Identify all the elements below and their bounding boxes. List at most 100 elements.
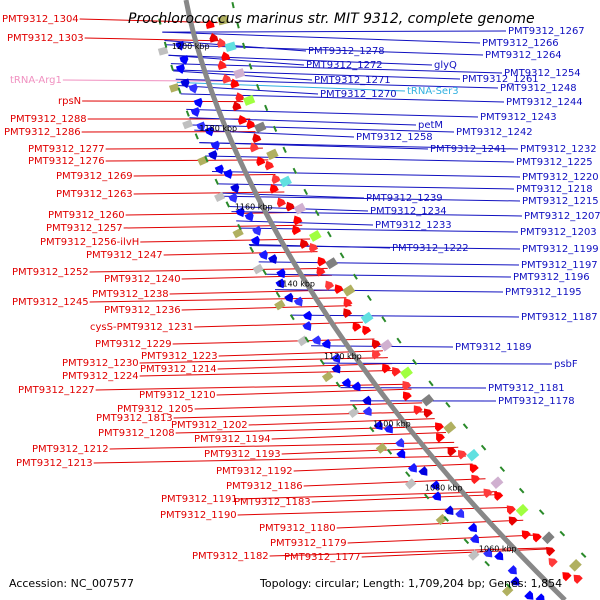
reverse-gene-arrow — [252, 133, 262, 144]
reverse-gene-label: PMT9312_1247 — [86, 250, 163, 261]
scale-tick — [204, 155, 209, 163]
leader-line — [269, 547, 550, 557]
reverse-gene-label: PMT9312_1194 — [194, 434, 271, 445]
reverse-gene-arrow — [316, 266, 326, 277]
gene-feature-box — [569, 558, 582, 572]
reverse-gene-arrow — [343, 308, 353, 318]
reverse-gene-arrow — [249, 142, 259, 153]
scale-ticks: 1200 kbp 1180 kbp 1160 kbp 1140 kbp 1120 kbp… — [158, 1, 587, 589]
forward-gene-label: PMT9312_1189 — [455, 342, 532, 353]
forward-gene-label: tRNA-Ser3 — [407, 86, 459, 97]
reverse-gene-arrow — [291, 225, 301, 236]
gene-feature-box — [379, 339, 393, 352]
gene-features — [157, 15, 583, 600]
reverse-gene-label: PMT9312_1813 — [96, 413, 173, 424]
forward-gene-label: PMT9312_1233 — [375, 220, 452, 231]
reverse-gene-arrow — [317, 256, 327, 267]
forward-gene-label: PMT9312_1243 — [480, 112, 557, 123]
forward-gene-arrow — [470, 533, 480, 544]
leader-line — [105, 147, 263, 150]
gene-feature-box — [252, 263, 264, 275]
forward-gene-arrow — [302, 321, 312, 331]
leader-line — [218, 350, 383, 357]
gene-feature-box — [321, 371, 334, 383]
forward-gene-arrow — [258, 250, 268, 260]
reverse-gene-arrow — [343, 298, 353, 308]
forward-gene-label: PMT9312_1232 — [520, 144, 597, 155]
leader-line — [194, 129, 355, 138]
scale-tick — [443, 516, 449, 522]
accession-text: Accession: NC_007577 — [9, 577, 134, 590]
reverse-gene-arrow — [413, 405, 423, 415]
forward-gene-arrow — [188, 83, 198, 94]
forward-gene-arrow — [455, 508, 465, 519]
gene-feature-box — [182, 119, 194, 130]
forward-gene-label: PMT9312_1207 — [524, 211, 600, 222]
forward-gene-arrow — [214, 164, 224, 175]
leader-line — [223, 195, 521, 202]
reverse-gene-arrow — [436, 433, 445, 443]
gene-feature-box — [375, 442, 388, 454]
gene-feature-box — [243, 94, 256, 106]
scale-tick — [214, 178, 219, 185]
reverse-gene-arrow — [222, 73, 232, 84]
forward-gene-arrow — [331, 353, 341, 363]
forward-gene-arrow — [396, 448, 406, 459]
forward-gene-arrow — [252, 225, 262, 236]
reverse-gene-label: PMT9312_1180 — [259, 523, 336, 534]
reverse-gene-label: PMT9312_1192 — [216, 466, 293, 477]
forward-gene-arrow — [228, 193, 238, 203]
forward-gene-arrow — [284, 292, 294, 303]
leader-line — [139, 357, 388, 364]
scale-label: 1180 kbp — [199, 124, 237, 133]
gene-feature-box — [490, 476, 504, 489]
leader-line — [293, 463, 473, 472]
reverse-gene-label: PMT9312_1303 — [7, 33, 84, 44]
scale-tick — [319, 359, 325, 366]
reverse-gene-arrow — [391, 367, 401, 377]
forward-gene-arrow — [235, 207, 245, 218]
reverse-gene-arrow — [293, 215, 303, 226]
forward-gene-label: PMT9312_1203 — [520, 227, 597, 238]
leader-line — [133, 191, 285, 195]
scale-tick — [225, 201, 231, 208]
forward-gene-label: PMT9312_1248 — [500, 83, 577, 94]
reverse-gene-arrow — [548, 558, 558, 568]
scale-tick — [381, 316, 387, 323]
scale-tick — [170, 64, 174, 71]
scale-tick — [396, 337, 402, 344]
reverse-gene-label: PMT9312_1263 — [56, 189, 133, 200]
scale-tick — [158, 18, 162, 25]
gene-feature-box — [233, 68, 246, 79]
scale-tick — [314, 209, 320, 217]
reverse-gene-arrow — [546, 547, 556, 557]
scale-tick — [282, 146, 287, 153]
forward-gene-arrow — [208, 150, 218, 160]
forward-gene-arrow — [321, 339, 331, 349]
leader-line — [125, 212, 296, 216]
scale-tick — [177, 87, 182, 94]
scale-tick — [499, 466, 506, 473]
forward-gene-label: PMT9312_1195 — [505, 287, 582, 298]
forward-gene-label: PMT9312_1266 — [482, 38, 559, 49]
reverse-gene-label: PMT9312_1288 — [10, 114, 87, 125]
leader-line — [175, 426, 442, 434]
reverse-gene-label: PMT9312_1223 — [141, 351, 218, 362]
scale-tick — [423, 493, 430, 500]
reverse-gene-label: PMT9312_1186 — [226, 481, 303, 492]
scale-tick — [242, 42, 246, 50]
reverse-gene-arrow — [217, 60, 227, 70]
scale-tick — [462, 423, 469, 430]
reverse-gene-label: PMT9312_1229 — [95, 339, 172, 350]
leader-line — [271, 431, 446, 440]
leader-line — [172, 69, 461, 80]
forward-gene-arrow — [362, 395, 372, 406]
scale-tick — [303, 188, 309, 196]
reverse-gene-arrow — [230, 78, 240, 89]
reverse-gene-arrow — [276, 197, 286, 208]
reverse-gene-arrow — [325, 280, 335, 291]
reverse-gene-label: PMT9312_1210 — [139, 390, 216, 401]
scale-label: 1080 kbp — [425, 483, 463, 492]
leader-line — [222, 192, 365, 199]
